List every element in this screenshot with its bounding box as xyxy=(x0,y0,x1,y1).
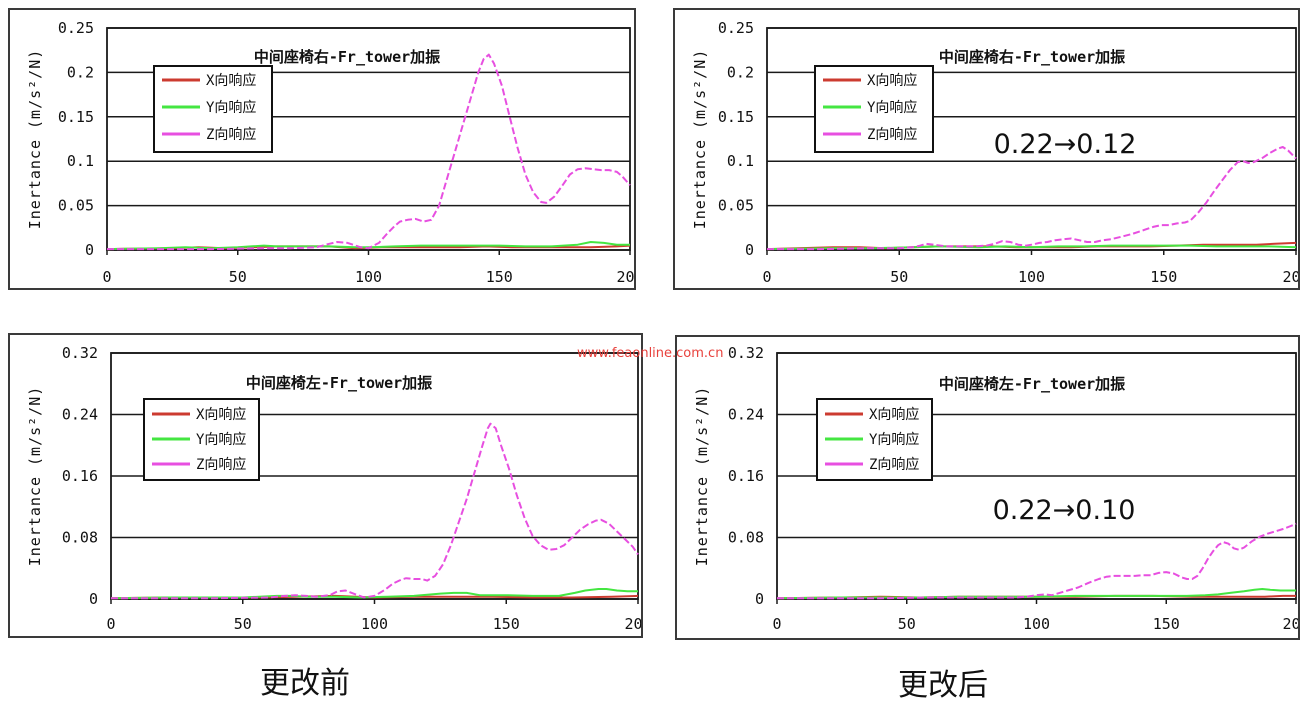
x-tick-label-200: 200 xyxy=(624,615,641,633)
chart-title: 中间座椅左-Fr_tower加振 xyxy=(939,375,1125,393)
y-tick-label-0: 0 xyxy=(85,241,94,259)
x-tick-label-100: 100 xyxy=(355,268,382,286)
y-axis-label: Inertance (m/s²/N) xyxy=(691,49,709,230)
y-tick-label-0.05: 0.05 xyxy=(718,197,754,215)
y-tick-label-0.2: 0.2 xyxy=(67,63,94,81)
series-line-Z向响应 xyxy=(767,146,1297,251)
watermark-text: www.feaonline.com.cn xyxy=(577,346,724,361)
chart-title: 中间座椅右-Fr_tower加振 xyxy=(939,48,1125,66)
annotation-text: 0.22→0.12 xyxy=(994,129,1137,160)
y-tick-label-0.1: 0.1 xyxy=(67,152,94,170)
legend-label-Y向响应: Y向响应 xyxy=(867,99,917,116)
chart-svg-top-right: 0 50 100 150 200 0 0.05 0.1 0.15 0.2 0.25 Inertance… xyxy=(691,19,1298,286)
caption-after: 更改后 xyxy=(898,668,988,703)
y-tick-label-0.2: 0.2 xyxy=(727,63,754,81)
y-tick-label-0.32: 0.32 xyxy=(62,344,98,362)
chart-bottom-right-after: 0 50 100 150 200 0 0.08 0.16 0.24 0.32 Inertance (… xyxy=(675,335,1300,640)
x-tick-label-100: 100 xyxy=(361,615,388,633)
chart-svg-bottom-right: 0 50 100 150 200 0 0.08 0.16 0.24 0.32 Inertance (… xyxy=(693,344,1298,633)
y-axis-label: Inertance (m/s²/N) xyxy=(26,49,44,230)
x-tick-label-50: 50 xyxy=(229,268,247,286)
x-tick-label-200: 200 xyxy=(616,268,634,286)
y-tick-label-0.25: 0.25 xyxy=(718,19,754,37)
y-tick-label-0: 0 xyxy=(745,241,754,259)
y-tick-label-0.16: 0.16 xyxy=(728,467,764,485)
x-tick-label-200: 200 xyxy=(1282,268,1298,286)
chart-top-right-after: 0 50 100 150 200 0 0.05 0.1 0.15 0.2 0.25 Inertance… xyxy=(673,8,1300,290)
x-tick-label-150: 150 xyxy=(486,268,513,286)
legend-box xyxy=(814,65,934,153)
y-tick-label-0.15: 0.15 xyxy=(58,108,94,126)
chart-svg-top-left: 0 50 100 150 200 0 0.05 0.1 0.15 0.2 0.25 Inertance… xyxy=(26,19,634,286)
y-tick-label-0.16: 0.16 xyxy=(62,467,98,485)
y-tick-label-0.24: 0.24 xyxy=(62,406,98,424)
caption-before: 更改前 xyxy=(260,666,350,701)
legend-label-X向响应: X向响应 xyxy=(196,406,246,423)
series-line-Z向响应 xyxy=(111,422,639,600)
y-tick-label-0.32: 0.32 xyxy=(728,344,764,362)
series-line-Y向响应 xyxy=(766,244,1297,251)
x-tick-label-0: 0 xyxy=(106,615,115,633)
legend-label-X向响应: X向响应 xyxy=(867,72,917,89)
series-line-Z向响应 xyxy=(107,53,631,251)
legend-label-Z向响应: Z向响应 xyxy=(867,126,917,143)
x-tick-label-0: 0 xyxy=(762,268,771,286)
y-tick-label-0.05: 0.05 xyxy=(58,197,94,215)
y-axis-label: Inertance (m/s²/N) xyxy=(26,386,44,567)
series-line-Y向响应 xyxy=(106,241,630,251)
x-tick-label-100: 100 xyxy=(1023,615,1050,633)
legend-label-Z向响应: Z向响应 xyxy=(206,126,256,143)
annotation-text: 0.22→0.10 xyxy=(993,495,1136,526)
chart-top-left-before: 0 50 100 150 200 0 0.05 0.1 0.15 0.2 0.25 Inertance… xyxy=(8,8,636,290)
chart-svg-bottom-left: 0 50 100 150 200 0 0.08 0.16 0.24 0.32 Inertance (… xyxy=(26,344,641,633)
y-axis-label: Inertance (m/s²/N) xyxy=(693,386,711,567)
chart-bottom-left-before: 0 50 100 150 200 0 0.08 0.16 0.24 0.32 Inertance (… xyxy=(8,333,643,638)
x-tick-label-0: 0 xyxy=(102,268,111,286)
x-tick-label-150: 150 xyxy=(1153,615,1180,633)
legend-label-Y向响应: Y向响应 xyxy=(206,99,256,116)
y-tick-label-0: 0 xyxy=(755,590,764,608)
y-tick-label-0.25: 0.25 xyxy=(58,19,94,37)
chart-title: 中间座椅右-Fr_tower加振 xyxy=(254,48,440,66)
legend-label-Y向响应: Y向响应 xyxy=(196,431,246,448)
y-tick-label-0.1: 0.1 xyxy=(727,152,754,170)
series-line-Y向响应 xyxy=(776,588,1296,600)
y-tick-label-0.24: 0.24 xyxy=(728,406,764,424)
x-tick-label-50: 50 xyxy=(890,268,908,286)
y-tick-label-0.08: 0.08 xyxy=(728,529,764,547)
x-tick-label-150: 150 xyxy=(493,615,520,633)
y-tick-label-0: 0 xyxy=(89,590,98,608)
chart-title: 中间座椅左-Fr_tower加振 xyxy=(246,374,432,392)
legend-label-Y向响应: Y向响应 xyxy=(869,431,919,448)
y-tick-label-0.15: 0.15 xyxy=(718,108,754,126)
legend-label-Z向响应: Z向响应 xyxy=(196,456,246,473)
series-line-Z向响应 xyxy=(777,522,1297,600)
x-tick-label-50: 50 xyxy=(898,615,916,633)
series-line-Y向响应 xyxy=(110,588,638,600)
y-tick-label-0.08: 0.08 xyxy=(62,529,98,547)
x-tick-label-150: 150 xyxy=(1150,268,1177,286)
x-tick-label-50: 50 xyxy=(234,615,252,633)
legend-label-X向响应: X向响应 xyxy=(206,72,256,89)
x-tick-label-200: 200 xyxy=(1282,615,1298,633)
legend-label-X向响应: X向响应 xyxy=(869,406,919,423)
x-tick-label-0: 0 xyxy=(772,615,781,633)
x-tick-label-100: 100 xyxy=(1018,268,1045,286)
legend-label-Z向响应: Z向响应 xyxy=(869,456,919,473)
